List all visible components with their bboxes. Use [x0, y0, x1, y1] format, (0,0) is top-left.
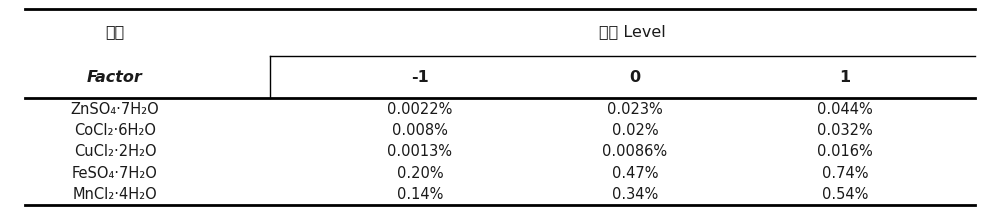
Text: 0.0022%: 0.0022%: [387, 102, 453, 117]
Text: 0.02%: 0.02%: [612, 123, 658, 138]
Text: 因素: 因素: [105, 25, 125, 40]
Text: 0.016%: 0.016%: [817, 144, 873, 159]
Text: MnCl₂·4H₂O: MnCl₂·4H₂O: [73, 187, 157, 202]
Text: 0.74%: 0.74%: [822, 166, 868, 181]
Text: 0.54%: 0.54%: [822, 187, 868, 202]
Text: FeSO₄·7H₂O: FeSO₄·7H₂O: [72, 166, 158, 181]
Text: 0.20%: 0.20%: [397, 166, 443, 181]
Text: 0.023%: 0.023%: [607, 102, 663, 117]
Text: 0.34%: 0.34%: [612, 187, 658, 202]
Text: Factor: Factor: [87, 70, 143, 85]
Text: 0.008%: 0.008%: [392, 123, 448, 138]
Text: CoCl₂·6H₂O: CoCl₂·6H₂O: [74, 123, 156, 138]
Text: 0.14%: 0.14%: [397, 187, 443, 202]
Text: 1: 1: [839, 70, 851, 85]
Text: 水平 Level: 水平 Level: [599, 25, 666, 40]
Text: 0.044%: 0.044%: [817, 102, 873, 117]
Text: 0.0013%: 0.0013%: [388, 144, 452, 159]
Text: 0.032%: 0.032%: [817, 123, 873, 138]
Text: 0.47%: 0.47%: [612, 166, 658, 181]
Text: -1: -1: [411, 70, 429, 85]
Text: 0: 0: [629, 70, 641, 85]
Text: CuCl₂·2H₂O: CuCl₂·2H₂O: [74, 144, 156, 159]
Text: ZnSO₄·7H₂O: ZnSO₄·7H₂O: [71, 102, 159, 117]
Text: 0.0086%: 0.0086%: [602, 144, 668, 159]
